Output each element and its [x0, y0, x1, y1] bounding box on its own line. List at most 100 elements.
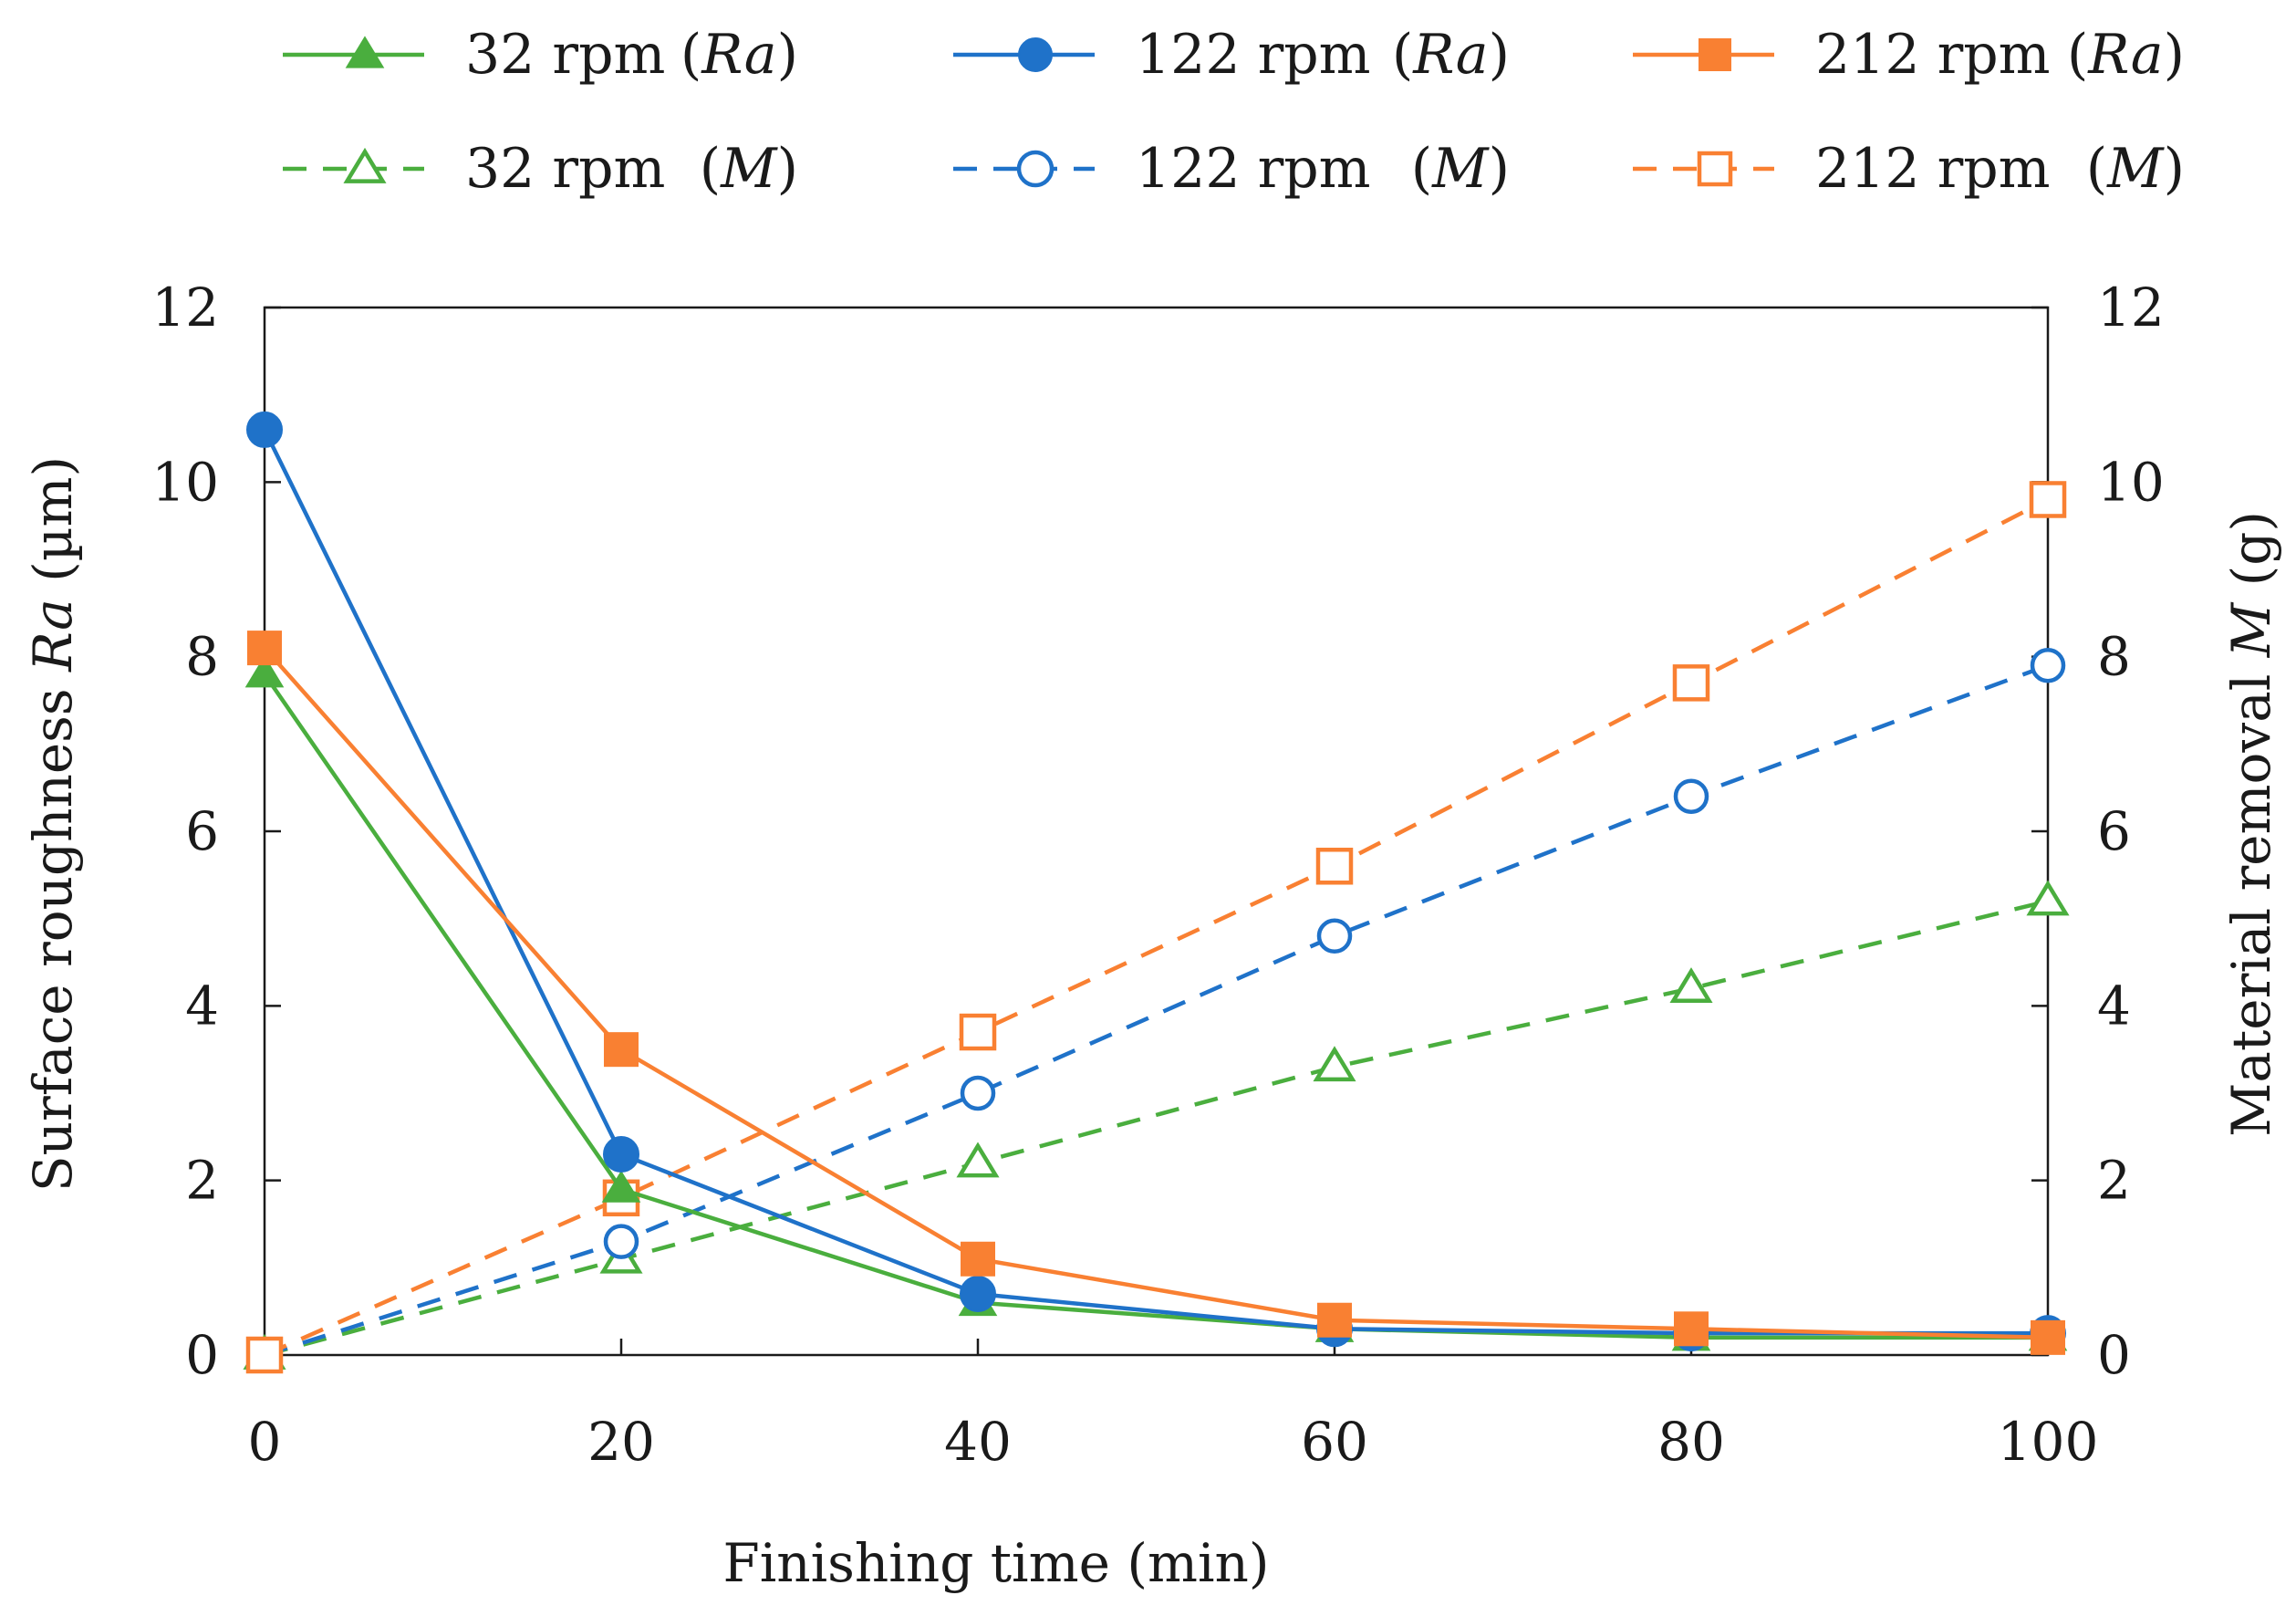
legend-quantity: (M)	[700, 137, 798, 201]
data-point-m122	[603, 1224, 639, 1259]
plot-border	[263, 306, 2050, 1357]
data-point-m212	[2029, 481, 2067, 518]
data-point-m32	[1669, 967, 1713, 1004]
x-tick-label: 20	[587, 1411, 655, 1473]
left-y-tick-label: 0	[185, 1324, 219, 1386]
series-layer	[243, 411, 2070, 1374]
legend-quantity-var: M	[720, 137, 778, 201]
legend-quantity: (Ra)	[1392, 23, 1510, 87]
legend-item-ra122: 122 rpm (Ra)	[953, 23, 1510, 87]
left-y-tick-label: 6	[185, 800, 219, 862]
series-ra32	[244, 655, 2068, 1351]
legend-paren-close: )	[777, 137, 798, 201]
right-y-tick-label: 0	[2097, 1324, 2131, 1386]
data-point-ra212	[2031, 1319, 2065, 1355]
legend-paren-open: (	[1392, 23, 1413, 87]
data-point-m212	[1672, 664, 1710, 702]
legend-quantity-var: M	[1431, 137, 1490, 201]
data-point-ra212	[1674, 1311, 1709, 1347]
legend-swatch-marker	[345, 36, 385, 68]
right-y-tick-label: 10	[2097, 451, 2165, 513]
data-point-m122	[1673, 778, 1709, 814]
data-point-m32	[2026, 880, 2070, 916]
x-tick-label: 0	[248, 1411, 282, 1473]
right-y-tick-label: 2	[2097, 1150, 2131, 1212]
x-tick-label: 80	[1657, 1411, 1725, 1473]
left-y-axis-title-unit: (µm)	[22, 456, 84, 599]
legend-paren-close: )	[1489, 23, 1510, 87]
x-tick-label: 100	[1998, 1411, 2099, 1473]
series-line-ra212	[263, 646, 2049, 1340]
data-point-m212	[959, 1013, 997, 1051]
left-y-tick-label: 4	[185, 975, 219, 1037]
right-y-tick-label: 4	[2097, 975, 2131, 1037]
legend-label: 32 rpm	[465, 23, 665, 87]
left-y-axis-title: Surface roughness Ra (µm)	[22, 456, 84, 1192]
legend-paren-open: (	[2086, 137, 2107, 201]
x-tick-label: 40	[944, 1411, 1012, 1473]
series-line-m32	[264, 899, 2049, 1358]
legend-quantity: (Ra)	[680, 23, 798, 87]
series-m122	[246, 647, 2066, 1373]
legend-item-m212: 212 rpm (M)	[1633, 137, 2185, 201]
series-m32	[243, 880, 2070, 1370]
series-m212	[245, 481, 2067, 1374]
data-point-m122	[960, 1075, 996, 1111]
left-y-tick-label: 8	[185, 626, 219, 688]
left-y-axis-title-prefix: Surface roughness	[22, 672, 84, 1192]
legend-label: 212 rpm	[1815, 137, 2051, 201]
legend-paren-close: )	[777, 23, 798, 87]
legend-label: 32 rpm	[465, 137, 665, 201]
legend-quantity: (Ra)	[2067, 23, 2185, 87]
legend-item-ra212: 212 rpm (Ra)	[1633, 23, 2185, 87]
legend-paren-open: (	[1411, 137, 1432, 201]
right-y-tick-label: 8	[2097, 626, 2131, 688]
legend: 32 rpm (Ra) 122 rpm (Ra) 212 rpm (Ra)32 rpm (M…	[283, 23, 2185, 201]
data-point-ra212	[604, 1032, 639, 1068]
legend-quantity-var: Ra	[1412, 23, 1488, 87]
legend-paren-open: (	[700, 137, 721, 201]
legend-label: 122 rpm	[1136, 137, 1371, 201]
legend-item-ra32: 32 rpm (Ra)	[283, 23, 798, 87]
legend-quantity-var: M	[2106, 137, 2165, 201]
legend-paren-open: (	[680, 23, 701, 87]
legend-label: 212 rpm	[1815, 23, 2051, 87]
legend-quantity-var: Ra	[701, 23, 776, 87]
data-point-m212	[245, 1336, 284, 1374]
axis-titles: Finishing time (min) Surface roughness R…	[22, 456, 2282, 1594]
legend-item-m32: 32 rpm (M)	[283, 137, 798, 201]
right-y-axis-title-var: M	[2220, 601, 2282, 658]
data-point-m212	[1315, 848, 1354, 885]
series-line-ra122	[262, 428, 2048, 1336]
data-point-m122	[1316, 918, 1353, 954]
legend-quantity-var: Ra	[2087, 23, 2163, 87]
left-y-tick-label: 2	[185, 1150, 219, 1212]
series-line-ra32	[263, 672, 2048, 1340]
data-point-ra32	[601, 1170, 641, 1203]
right-y-tick-label: 6	[2097, 800, 2131, 862]
left-y-tick-label: 12	[151, 276, 219, 339]
legend-paren-close: )	[2164, 23, 2185, 87]
left-y-axis: 0 2 4 6 8 10 12	[151, 276, 281, 1386]
right-y-tick-label: 12	[2097, 276, 2165, 339]
data-point-ra212	[247, 631, 282, 666]
left-y-tick-label: 10	[151, 451, 219, 513]
data-point-m32	[956, 1142, 1000, 1178]
legend-quantity: (M)	[1411, 137, 1510, 201]
series-line-m122	[264, 663, 2049, 1358]
legend-swatch-marker	[1699, 38, 1731, 71]
data-point-ra32	[244, 655, 285, 688]
series-ra212	[247, 631, 2065, 1355]
legend-quantity: (M)	[2086, 137, 2185, 201]
data-point-ra212	[1317, 1302, 1352, 1338]
data-point-ra122	[246, 411, 283, 448]
x-axis-title: Finishing time (min)	[722, 1532, 1269, 1594]
x-tick-label: 60	[1301, 1411, 1368, 1473]
right-y-axis-title-unit: (g)	[2220, 511, 2282, 603]
legend-item-m122: 122 rpm (M)	[953, 137, 1510, 201]
legend-paren-open: (	[2067, 23, 2088, 87]
data-point-m32	[1313, 1046, 1356, 1082]
x-axis: 0 20 40 60 80 100	[248, 1339, 2099, 1473]
legend-paren-close: )	[1489, 137, 1510, 201]
